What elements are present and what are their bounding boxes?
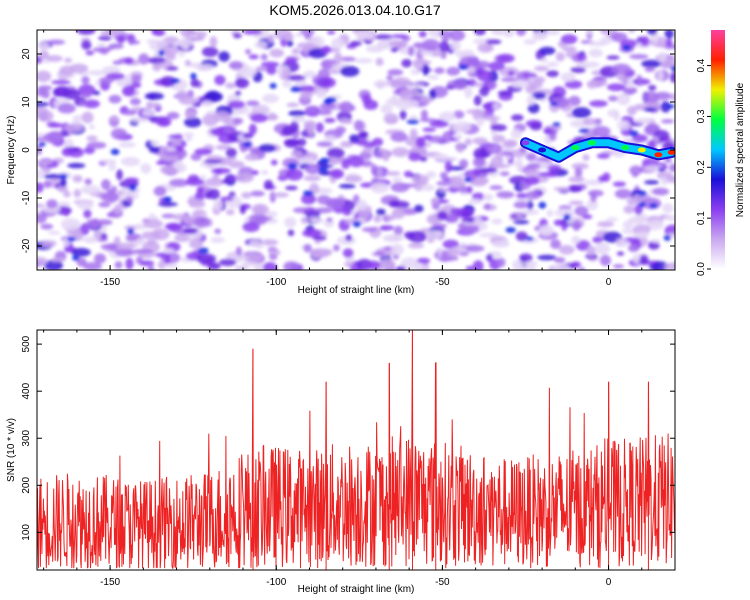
ridge-point xyxy=(538,147,547,153)
snr-axis-ticks: -150 -100 -50 0 100 200 300 400 500 xyxy=(21,330,676,588)
snr-y-tick-label: 400 xyxy=(21,382,32,399)
snr-series-line xyxy=(37,330,675,569)
colorbar-tick-label: 0.2 xyxy=(696,160,707,174)
snr-y-tick-label: 500 xyxy=(21,335,32,352)
spectrogram-x-tick-label: -100 xyxy=(266,277,286,288)
spectrogram-ridge xyxy=(520,137,675,163)
ridge-point xyxy=(637,147,646,153)
spectrogram-y-axis-label: Frequency (Hz) xyxy=(6,116,17,185)
spectrogram-x-tick-label: -150 xyxy=(100,277,120,288)
snr-x-tick-label: 0 xyxy=(606,577,612,588)
colorbar-tick-label: 0.0 xyxy=(696,262,707,276)
spectrogram-y-tick-label: 0 xyxy=(21,147,32,153)
spectrogram-x-axis-label: Height of straight line (km) xyxy=(298,285,415,296)
ridge-core xyxy=(522,139,675,161)
ridge-point xyxy=(604,140,613,146)
colorbar-tick-label: 0.1 xyxy=(696,211,707,225)
ridge-point xyxy=(667,149,675,155)
colorbar-tick-label: 0.3 xyxy=(696,109,707,123)
colorbar: 0.0 0.1 0.2 0.3 0.4 Normalized spectral ampl… xyxy=(696,30,746,276)
snr-plot-area xyxy=(37,330,675,570)
snr-panel: -150 -100 -50 0 100 200 300 400 500 Height of st… xyxy=(6,329,676,595)
colorbar-ticks: 0.0 0.1 0.2 0.3 0.4 xyxy=(696,58,711,276)
ridge-point xyxy=(621,145,630,151)
snr-x-tick-label: -50 xyxy=(435,577,450,588)
spectrogram-x-tick-label: 0 xyxy=(606,277,612,288)
spectrogram-texture xyxy=(37,30,675,270)
ridge-point xyxy=(571,145,580,151)
snr-y-tick-label: 200 xyxy=(21,477,32,494)
chart-title: KOM5.2026.013.04.10.G17 xyxy=(269,2,440,18)
spectrogram-x-tick-label: -50 xyxy=(435,277,450,288)
spectrogram-y-tick-label: 20 xyxy=(21,48,32,60)
colorbar-label: Normalized spectral amplitude xyxy=(735,82,746,217)
snr-y-tick-label: 300 xyxy=(21,429,32,446)
snr-frame xyxy=(36,329,676,571)
colorbar-gradient xyxy=(711,30,725,269)
colorbar-tick-label: 0.4 xyxy=(696,58,707,72)
ridge-point xyxy=(521,140,530,146)
snr-x-tick-label: -150 xyxy=(100,577,120,588)
snr-y-tick-label: 100 xyxy=(21,524,32,541)
spectrogram-y-tick-label: -10 xyxy=(21,190,32,205)
spectrogram-y-tick-label: -20 xyxy=(21,238,32,253)
ridge-point xyxy=(654,152,663,158)
snr-x-tick-label: -100 xyxy=(266,577,286,588)
snr-x-axis-label: Height of straight line (km) xyxy=(298,584,415,595)
ridge-point xyxy=(554,154,563,160)
ridge-point xyxy=(587,140,596,146)
snr-y-axis-label: SNR (10 * v/v) xyxy=(6,418,17,482)
spectrogram-y-tick-label: 10 xyxy=(21,96,32,108)
